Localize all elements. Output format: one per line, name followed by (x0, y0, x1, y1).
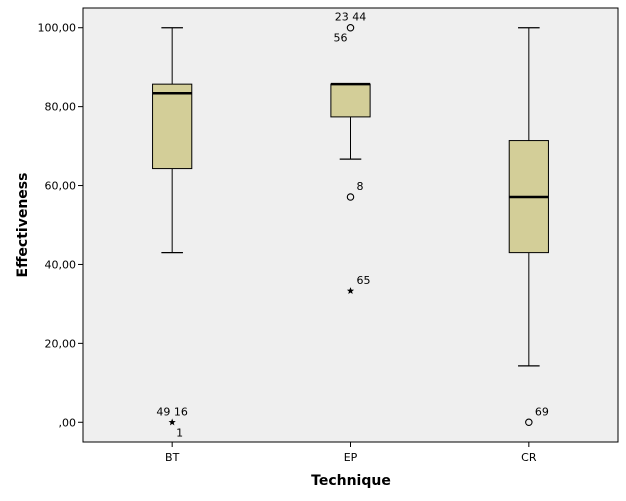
outlier-circle (525, 418, 533, 427)
x-tick-label: EP (344, 451, 358, 464)
outlier-label: 49 16 (156, 405, 188, 418)
y-tick-label: 60,00 (45, 180, 77, 193)
y-tick-label: 80,00 (45, 101, 77, 114)
outlier-star (346, 287, 355, 294)
boxes-layer (152, 27, 549, 367)
y-axis-title: Effectiveness (15, 173, 31, 278)
x-tick-label: CR (521, 451, 537, 464)
box-EP (330, 83, 371, 118)
box-BT (152, 83, 193, 170)
outlier-label: 65 (357, 274, 371, 287)
x-axis-title: Technique (311, 473, 391, 489)
outlier-label: 1 (176, 426, 183, 439)
y-axis: ,00 20,00 40,00 60,00 80,00 100,00 (38, 22, 83, 429)
x-axis: BT EP CR (165, 442, 537, 464)
y-tick-label: 100,00 (38, 22, 77, 35)
outlier-circle (346, 23, 355, 32)
y-tick-label: ,00 (59, 416, 77, 429)
y-tick-label: 20,00 (45, 337, 77, 350)
outlier-circle (346, 193, 355, 201)
outlier-label: 69 (535, 405, 549, 418)
outlier-star (168, 418, 176, 426)
outliers-layer: 49 16 1 23 44 56 8 65 69 (156, 11, 548, 440)
outlier-label: 8 (357, 180, 364, 193)
outlier-label: 56 (334, 32, 348, 45)
outlier-label: 23 44 (335, 11, 367, 24)
x-tick-label: BT (165, 451, 180, 464)
y-tick-label: 40,00 (45, 258, 77, 271)
